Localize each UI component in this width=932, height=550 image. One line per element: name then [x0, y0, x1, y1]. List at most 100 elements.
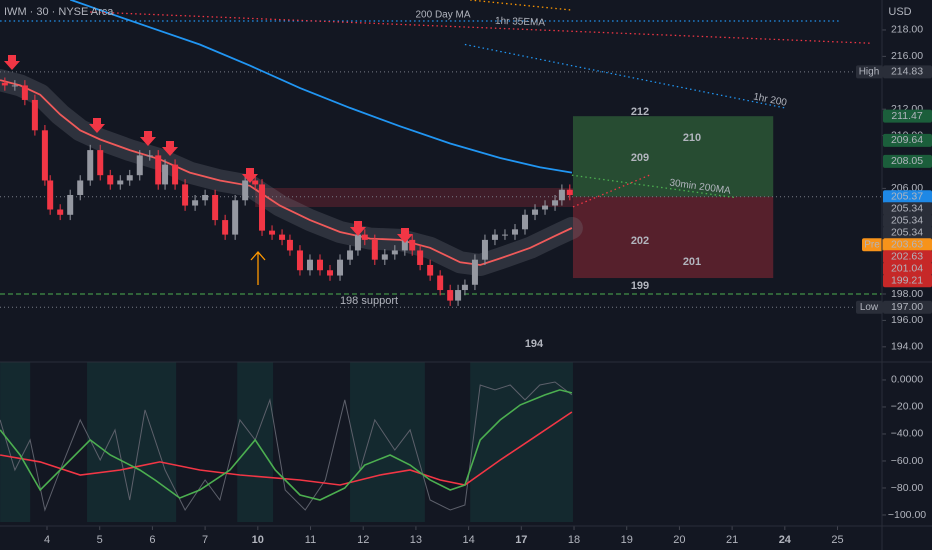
signal-arrow [89, 118, 105, 133]
badge-tag: Low [860, 302, 879, 313]
signal-arrow [162, 141, 178, 156]
target-label: 201 [683, 256, 701, 268]
price-badge-label: 205.34 [891, 214, 923, 226]
y-tick-label: 194.00 [891, 341, 923, 353]
x-tick-label: 18 [568, 534, 580, 546]
candle-body [491, 234, 498, 240]
candle-body [427, 264, 434, 276]
candle-body [202, 194, 209, 201]
x-tick-label: 10 [252, 534, 264, 546]
indicator-line [0, 389, 573, 501]
candle-body [455, 290, 462, 301]
chart-title: IWM · 30 · NYSE Arca [4, 6, 114, 18]
indicator-line [0, 381, 573, 512]
candle-body [417, 250, 424, 265]
candle-body [566, 189, 573, 195]
price-badge-label: 197.00 [891, 301, 923, 313]
price-badge-label: 203.63 [891, 238, 923, 250]
signal-arrow [140, 131, 156, 146]
x-tick-label: 17 [515, 534, 527, 546]
price-zone [572, 116, 774, 197]
candle-body [327, 270, 334, 276]
indicator-shade [470, 362, 573, 522]
candle-body [269, 230, 276, 235]
target-label: 194 [525, 338, 544, 350]
candle-body [471, 259, 478, 285]
candle-body [67, 194, 74, 215]
price-badge [883, 238, 932, 252]
target-label: 209 [631, 152, 649, 164]
candle-body [461, 284, 468, 291]
candle-body [259, 184, 266, 231]
target-label: 199 [631, 280, 649, 292]
price-badge-label: 214.83 [891, 66, 923, 78]
candle-body [437, 275, 444, 291]
indicator-tick-label: 0.0000 [891, 374, 923, 386]
price-badge [883, 274, 932, 288]
price-badge-label: 199.21 [891, 274, 923, 286]
x-tick-label: 19 [621, 534, 633, 546]
price-badge [883, 133, 932, 147]
candle-body [552, 200, 559, 206]
candle-body [31, 99, 38, 131]
candle-body [107, 175, 114, 185]
indicator-tick-label: −60.00 [891, 455, 924, 467]
indicator-tick-label: −40.00 [891, 428, 924, 440]
x-tick-label: 24 [779, 534, 792, 546]
y-tick-label: 216.00 [891, 50, 923, 62]
x-tick-label: 11 [305, 534, 316, 546]
candle-body [41, 130, 48, 181]
price-badge-label: 211.47 [891, 110, 922, 122]
candle-body [182, 184, 189, 206]
price-badge [883, 202, 932, 216]
level-label: 198 support [340, 295, 398, 307]
signal-arrow [242, 168, 258, 183]
indicator-tick-label: −80.00 [891, 482, 924, 494]
price-badge-label: 208.05 [891, 155, 923, 167]
badge-tag-box [856, 65, 883, 79]
up-arrow [250, 251, 266, 285]
reference-line [470, 0, 574, 11]
price-badge [883, 300, 932, 314]
candle-body [117, 180, 124, 185]
target-label: 212 [631, 106, 649, 118]
candle-body [192, 200, 199, 206]
reference-line [464, 43, 785, 109]
candle-body [286, 239, 293, 251]
candle-body [337, 259, 344, 276]
target-label: 202 [631, 235, 649, 247]
candle-body [252, 180, 259, 185]
moving-average [0, 79, 573, 266]
candle-body [136, 155, 143, 176]
candle-body [212, 194, 219, 221]
candle-body [47, 180, 54, 210]
y-tick-label: 218.00 [891, 24, 923, 36]
candle-body [126, 175, 133, 181]
candle-body [1, 82, 8, 86]
x-tick-label: 20 [673, 534, 685, 546]
price-badge [883, 109, 932, 123]
candle-body [361, 234, 368, 240]
candle-body [162, 164, 169, 185]
candle-body [532, 209, 539, 215]
candle-body [447, 290, 454, 301]
candle-body [77, 180, 84, 195]
candle-body [522, 214, 529, 230]
indicator-shade [0, 362, 31, 522]
x-tick-label: 13 [410, 534, 422, 546]
candle-body [381, 254, 388, 260]
x-tick-label: 5 [97, 534, 103, 546]
signal-arrows [4, 55, 413, 243]
price-badge [883, 250, 932, 264]
price-badge [883, 190, 932, 204]
x-tick-label: 6 [149, 534, 155, 546]
signal-arrow [4, 55, 20, 70]
indicator-line [0, 411, 573, 486]
price-badge-label: 205.37 [891, 190, 923, 202]
candle-body [87, 150, 94, 181]
currency[interactable]: USD [888, 6, 911, 18]
indicator-shade [87, 362, 177, 522]
